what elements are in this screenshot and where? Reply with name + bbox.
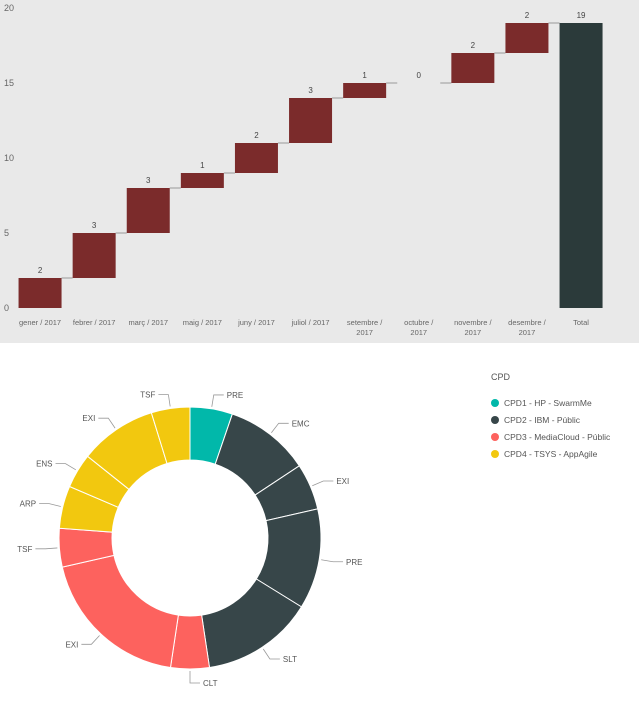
x-tick-label: novembre /: [454, 318, 492, 327]
data-label: 19: [577, 11, 586, 20]
x-tick-label: gener / 2017: [19, 318, 61, 327]
legend-item[interactable]: CPD1 - HP - SwarmMe: [491, 394, 610, 411]
waterfall-bar[interactable]: [343, 83, 386, 98]
data-label: 3: [308, 86, 313, 95]
slice-label: EMC: [292, 419, 310, 428]
data-label: 1: [362, 71, 367, 80]
legend: CPD CPD1 - HP - SwarmMe CPD2 - IBM - Públ…: [491, 372, 610, 462]
total-bar[interactable]: [560, 23, 603, 308]
slice-label: EXI: [82, 414, 95, 423]
x-tick-label: febrer / 2017: [73, 318, 116, 327]
x-tick-label: 2017: [356, 328, 373, 337]
slice-label: PRE: [346, 558, 362, 567]
data-label: 3: [146, 176, 151, 185]
donut-chart[interactable]: PRE EMC EXI PRE SLT CLT EXI TSF ARP ENS EXI TSF: [0, 343, 470, 706]
x-tick-label: març / 2017: [128, 318, 168, 327]
data-label: 2: [38, 266, 43, 275]
legend-label: CPD3 - MediaCloud - Públic: [504, 432, 610, 442]
leader-line: [263, 649, 280, 659]
x-tick-label: juny / 2017: [237, 318, 275, 327]
slice-label: PRE: [227, 391, 243, 400]
x-tick-label: setembre /: [347, 318, 383, 327]
x-tick-label: desembre /: [508, 318, 546, 327]
waterfall-chart-panel: 0 5 10 15 20 2 gener / 2017 3 febrer / 2017 3 març…: [0, 0, 639, 343]
legend-label: CPD1 - HP - SwarmMe: [504, 398, 592, 408]
leader-line: [39, 504, 61, 507]
x-tick-label: 2017: [519, 328, 536, 337]
slice-label: SLT: [283, 655, 297, 664]
legend-dot-icon: [491, 416, 499, 424]
leader-line: [271, 423, 288, 432]
y-tick-label: 10: [4, 153, 14, 163]
donut-chart-panel: PRE EMC EXI PRE SLT CLT EXI TSF ARP ENS EXI TSF CPD…: [0, 343, 639, 706]
data-label: 2: [254, 131, 259, 140]
legend-title: CPD: [491, 372, 610, 382]
waterfall-bar[interactable]: [181, 173, 224, 188]
waterfall-bar[interactable]: [451, 53, 494, 83]
x-tick-label: 2017: [465, 328, 482, 337]
x-tick-label: juliol / 2017: [291, 318, 330, 327]
y-tick-label: 20: [4, 3, 14, 13]
leader-line: [190, 671, 200, 683]
y-tick-label: 15: [4, 78, 14, 88]
legend-label: CPD4 - TSYS - AppAgile: [504, 449, 597, 459]
legend-label: CPD2 - IBM - Públic: [504, 415, 580, 425]
waterfall-bar[interactable]: [505, 23, 548, 53]
leader-line: [212, 395, 224, 407]
waterfall-bar[interactable]: [19, 278, 62, 308]
slice-label: TSF: [140, 391, 155, 400]
waterfall-bar[interactable]: [235, 143, 278, 173]
y-tick-label: 5: [4, 228, 9, 238]
data-label: 0: [417, 71, 422, 80]
slice-label: CLT: [203, 679, 218, 688]
slice-label: ENS: [36, 460, 52, 469]
data-label: 2: [525, 11, 530, 20]
slice-label: EXI: [336, 477, 349, 486]
leader-line: [35, 548, 57, 549]
leader-line: [81, 635, 99, 644]
x-tick-label: octubre /: [404, 318, 434, 327]
x-tick-label: maig / 2017: [183, 318, 222, 327]
leader-line: [321, 560, 343, 562]
waterfall-bar[interactable]: [289, 98, 332, 143]
x-tick-label: 2017: [410, 328, 427, 337]
legend-dot-icon: [491, 450, 499, 458]
legend-item[interactable]: CPD4 - TSYS - AppAgile: [491, 445, 610, 462]
leader-line: [56, 464, 76, 470]
slice-label: ARP: [20, 500, 36, 509]
leader-line: [98, 418, 115, 428]
leader-line: [312, 481, 333, 486]
leader-line: [158, 395, 170, 407]
x-tick-label: Total: [573, 318, 589, 327]
waterfall-bar[interactable]: [73, 233, 116, 278]
legend-dot-icon: [491, 433, 499, 441]
donut-slice[interactable]: [62, 555, 178, 667]
legend-item[interactable]: CPD3 - MediaCloud - Públic: [491, 428, 610, 445]
data-label: 2: [471, 41, 476, 50]
waterfall-bar[interactable]: [127, 188, 170, 233]
legend-dot-icon: [491, 399, 499, 407]
data-label: 1: [200, 161, 205, 170]
legend-item[interactable]: CPD2 - IBM - Públic: [491, 411, 610, 428]
slice-label: EXI: [65, 640, 78, 649]
y-tick-label: 0: [4, 303, 9, 313]
slice-label: TSF: [17, 545, 32, 554]
data-label: 3: [92, 221, 97, 230]
